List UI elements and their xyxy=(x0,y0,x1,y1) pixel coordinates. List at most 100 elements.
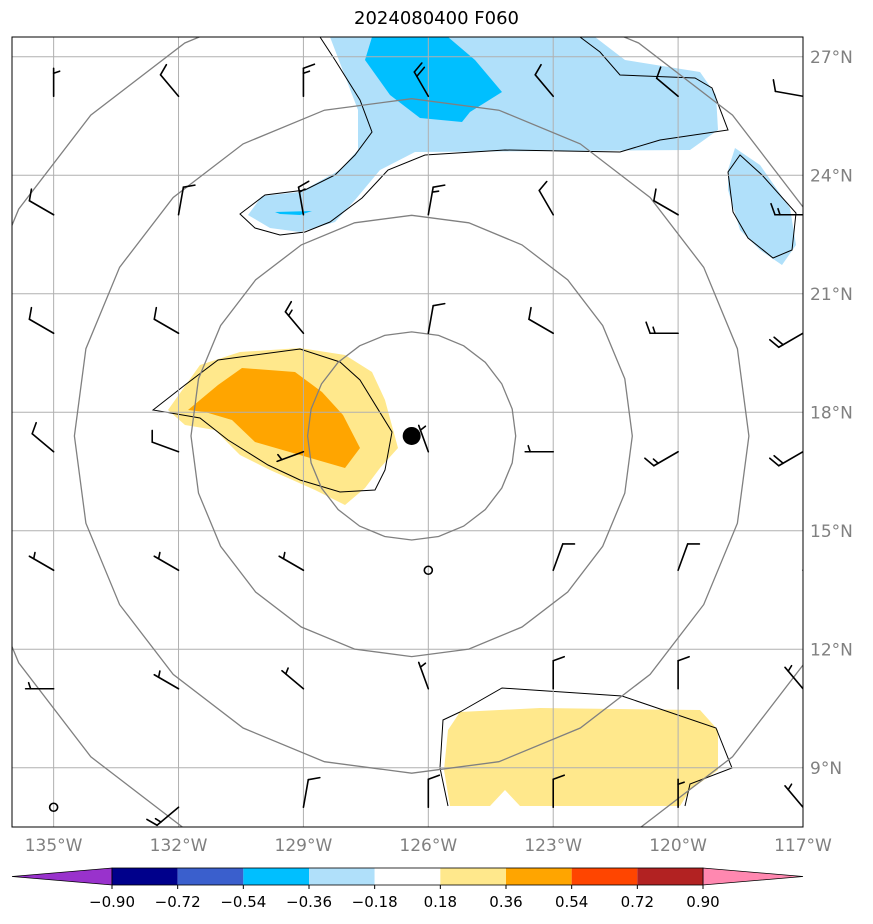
wind-barb xyxy=(644,450,679,467)
colorbar-over-triangle xyxy=(702,867,804,886)
colorbar-label: −0.36 xyxy=(286,893,332,911)
wind-barb xyxy=(28,188,55,216)
wind-barb xyxy=(24,681,55,690)
wind-barb xyxy=(653,188,679,216)
wind-barb xyxy=(423,565,434,576)
storm-center-marker xyxy=(402,426,421,445)
wind-barb xyxy=(417,424,430,453)
wind-barb xyxy=(417,661,430,690)
lon-tick-label: 123°W xyxy=(524,836,582,856)
wind-barb xyxy=(159,63,180,98)
lat-lon-grid xyxy=(12,37,803,827)
longitude-labels: 135°W 132°W 129°W 126°W 123°W 120°W 117°W xyxy=(25,836,832,856)
lon-tick-label: 117°W xyxy=(774,836,832,856)
wind-barb xyxy=(302,63,316,98)
wind-barb xyxy=(31,421,55,453)
wind-barb xyxy=(284,300,305,335)
contour-east xyxy=(727,154,797,259)
colorbar-bin xyxy=(177,868,244,885)
lon-tick-label: 132°W xyxy=(150,836,208,856)
wind-barb xyxy=(772,79,803,98)
map-title: 2024080400 F060 xyxy=(354,8,519,29)
fill-light-blue-north xyxy=(248,37,718,232)
wind-barb xyxy=(28,306,55,335)
colorbar-bin xyxy=(112,868,178,885)
wind-barb xyxy=(768,332,803,349)
wind-barb xyxy=(528,306,555,335)
fill-light-yellow-south xyxy=(444,708,718,806)
wind-barb xyxy=(153,551,180,572)
range-ring xyxy=(12,37,803,827)
contour-center xyxy=(151,348,393,493)
wind-barb xyxy=(281,667,305,690)
map-plot-area xyxy=(12,37,803,827)
lat-tick-label: 12°N xyxy=(810,640,853,660)
wind-barb xyxy=(677,543,701,572)
colorbar-under-triangle xyxy=(11,867,113,886)
outline-contours xyxy=(151,37,797,807)
wind-barb xyxy=(645,321,679,335)
colorbar-label: 0.72 xyxy=(621,893,654,911)
wind-barb xyxy=(552,655,566,690)
wind-barbs xyxy=(24,62,803,827)
colorbar-label: −0.72 xyxy=(155,893,201,911)
wind-barb xyxy=(28,551,55,572)
colorbar-bin xyxy=(571,868,638,885)
colorbar-bin xyxy=(637,868,703,885)
wind-barb xyxy=(427,184,446,216)
colorbar: −0.90 −0.72 −0.54 −0.36 −0.18 0.18 0.36 0.54 0.7… xyxy=(11,867,804,911)
lon-tick-label: 129°W xyxy=(275,836,333,856)
colorbar-label: 0.54 xyxy=(555,893,588,911)
contour-south xyxy=(439,687,733,807)
fill-light-blue-east xyxy=(728,148,796,265)
fill-orange-center xyxy=(188,368,360,468)
colorbar-label: −0.90 xyxy=(89,893,135,911)
lat-tick-label: 27°N xyxy=(810,48,853,68)
wind-barb xyxy=(297,180,310,216)
wind-barb xyxy=(413,62,430,98)
wind-barb xyxy=(276,450,305,463)
wind-barb xyxy=(427,774,441,809)
wind-barb xyxy=(177,184,196,216)
wind-barb xyxy=(552,774,566,809)
colorbar-label: 0.36 xyxy=(489,893,522,911)
range-ring xyxy=(73,98,750,774)
lat-tick-label: 18°N xyxy=(810,403,853,423)
colorbar-bin xyxy=(243,868,309,885)
anomaly-fills xyxy=(168,37,796,806)
colorbar-bin xyxy=(309,868,375,885)
wind-barb xyxy=(427,302,446,335)
lon-tick-label: 120°W xyxy=(649,836,707,856)
lon-tick-label: 135°W xyxy=(25,836,83,856)
lon-tick-label: 126°W xyxy=(399,836,457,856)
contour-north xyxy=(239,37,729,236)
wind-barb xyxy=(151,429,180,453)
wind-barb xyxy=(534,63,555,98)
colorbar-label: 0.18 xyxy=(424,893,457,911)
latitude-labels: 27°N 24°N 21°N 18°N 15°N 12°N 9°N xyxy=(810,48,853,779)
wind-barb xyxy=(538,180,555,216)
wind-barb xyxy=(770,202,803,216)
wind-barb xyxy=(677,778,685,809)
wind-barb xyxy=(784,783,803,809)
colorbar-bin xyxy=(374,868,441,885)
range-ring xyxy=(190,214,633,658)
range-ring xyxy=(306,331,517,541)
colorbar-label: −0.18 xyxy=(352,893,398,911)
lat-tick-label: 9°N xyxy=(810,759,842,779)
lat-tick-label: 21°N xyxy=(810,285,853,305)
wind-barb xyxy=(153,670,180,690)
wind-barb xyxy=(552,543,576,572)
wind-barb xyxy=(768,450,803,467)
range-rings xyxy=(12,37,803,827)
wind-barb xyxy=(146,806,180,827)
lat-tick-label: 24°N xyxy=(810,166,853,186)
wind-barb xyxy=(48,802,59,813)
colorbar-label: 0.90 xyxy=(686,893,719,911)
wind-barb xyxy=(52,67,61,98)
colorbar-frame xyxy=(111,867,704,886)
wind-barb xyxy=(524,444,555,453)
wind-barb xyxy=(153,306,180,335)
wind-barb xyxy=(802,567,803,572)
